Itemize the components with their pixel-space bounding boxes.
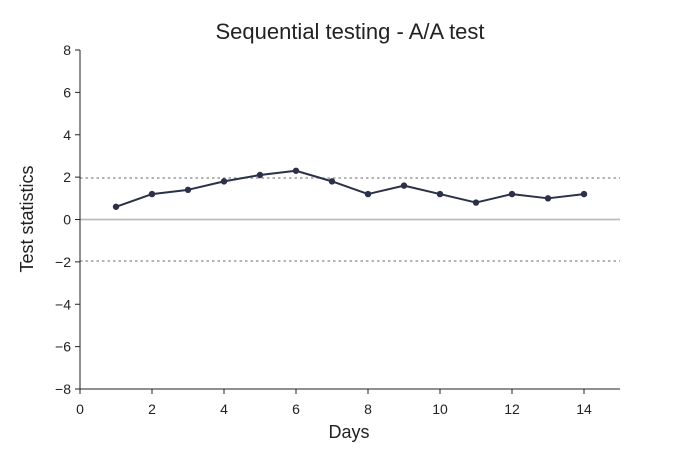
chart-title: Sequential testing - A/A test [215,19,484,44]
x-tick-label: 4 [220,401,228,417]
data-point [436,190,444,198]
x-tick-label: 12 [504,401,520,417]
y-tick-label: 6 [63,84,71,100]
data-point [148,190,156,198]
data-point [364,190,372,198]
y-axis-label: Test statistics [17,165,37,272]
data-point [508,190,516,198]
data-point [472,199,480,206]
x-tick-label: 2 [148,401,156,417]
data-point [184,186,192,194]
data-point [256,171,264,179]
x-tick-label: 0 [76,401,84,417]
data-point [292,167,300,174]
data-point [112,203,120,210]
y-tick-label: −2 [55,254,71,270]
y-tick-label: −8 [55,381,71,397]
x-tick-label: 10 [432,401,448,417]
y-tick-label: 0 [63,212,71,228]
y-tick-label: 4 [63,127,71,143]
data-point [220,178,228,185]
x-axis-label: Days [328,422,369,442]
data-point [328,178,336,185]
y-tick-label: 8 [63,42,71,58]
series-line [115,169,585,208]
x-tick-label: 6 [292,401,300,417]
plot-area: 0 2 4 6 8 10 12 14 −8 −6 −4 −2 0 2 4 6 8 [55,42,620,417]
y-tick-label: −6 [55,339,71,355]
y-tick-label: −4 [55,296,71,312]
data-point [400,182,408,189]
x-tick-label: 8 [364,401,372,417]
y-tick-label: 2 [63,169,71,185]
data-point [580,190,588,198]
data-point [544,195,552,202]
x-tick-label: 14 [576,401,592,417]
